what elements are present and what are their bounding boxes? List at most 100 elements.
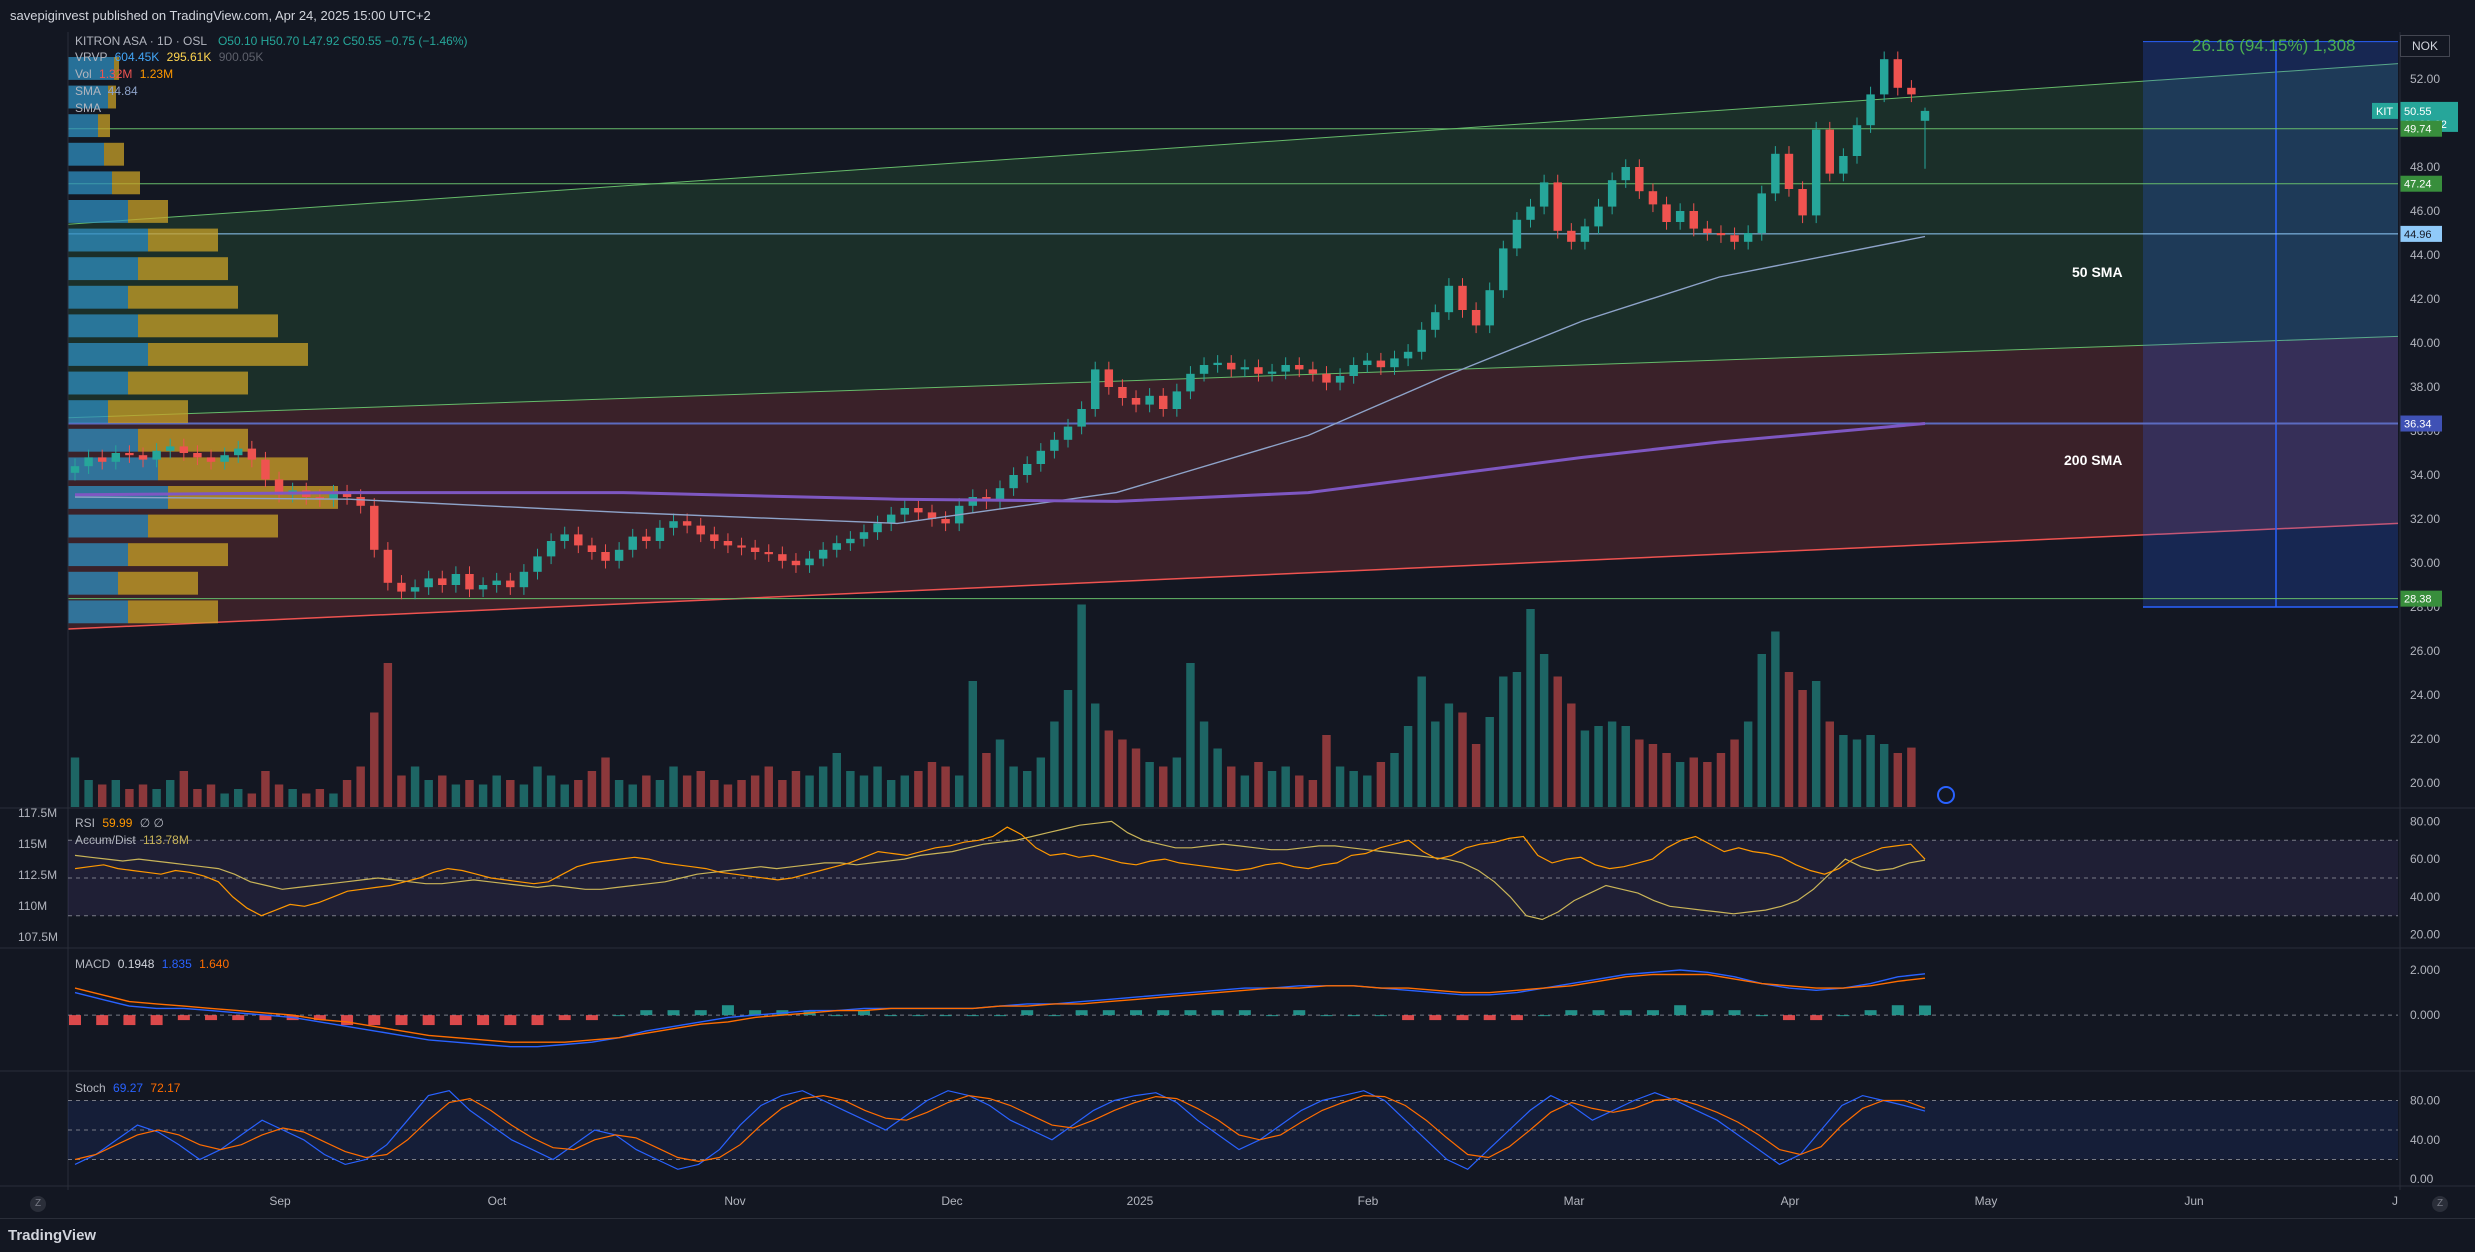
legend-ad[interactable]: Accum/Dist 113.78M bbox=[75, 833, 189, 847]
candle-body bbox=[1172, 391, 1182, 409]
volume-bar bbox=[1621, 726, 1630, 807]
rsi-axis-tick: 40.00 bbox=[2410, 890, 2440, 904]
candle-body bbox=[1308, 369, 1318, 374]
volume-bar bbox=[954, 775, 964, 807]
volume-bar bbox=[601, 757, 610, 807]
volume-bar bbox=[356, 766, 365, 807]
candle-body bbox=[519, 571, 529, 588]
legend-vol[interactable]: Vol 1.32M 1.23M bbox=[75, 67, 173, 81]
macd-axis-tick: 0.000 bbox=[2410, 1008, 2440, 1022]
candle-body bbox=[1036, 450, 1046, 464]
time-axis-label: Apr bbox=[1781, 1194, 1800, 1208]
legend-stoch[interactable]: Stoch 69.27 72.17 bbox=[75, 1081, 180, 1095]
macd-hist-bar bbox=[966, 1015, 979, 1017]
volume-bar bbox=[818, 766, 828, 807]
volume-bar bbox=[370, 712, 379, 807]
price-tag bbox=[2400, 415, 2442, 432]
candle-body bbox=[669, 521, 678, 528]
legend-macd[interactable]: MACD 0.1948 1.835 1.640 bbox=[75, 957, 229, 971]
candle-body bbox=[1839, 156, 1848, 174]
macd-hist-bar bbox=[96, 1015, 109, 1026]
volume-bar bbox=[1308, 780, 1318, 807]
volume-bar bbox=[560, 784, 569, 807]
legend-sma-200[interactable]: SMA bbox=[75, 101, 101, 115]
volume-bar bbox=[832, 753, 841, 807]
legend-stoch-k: 69.27 bbox=[113, 1081, 144, 1095]
volume-bar bbox=[1199, 721, 1209, 807]
price-tag bbox=[2400, 120, 2442, 137]
volume-bar bbox=[1349, 771, 1358, 807]
legend-symbol[interactable]: KITRON ASA · 1D · OSL O50.10 H50.70 L47.… bbox=[75, 34, 467, 48]
vrvp-down-bar bbox=[148, 514, 278, 538]
legend-rsi[interactable]: RSI 59.99 ∅ ∅ bbox=[75, 816, 164, 830]
tradingview-logo: TradingView bbox=[8, 1227, 97, 1244]
candle-body bbox=[1050, 439, 1059, 451]
vrvp-down-bar bbox=[108, 400, 188, 424]
candle-body bbox=[1254, 367, 1263, 374]
vrvp-down-bar bbox=[118, 571, 198, 595]
price-tag-last-value: 50.55 bbox=[2404, 106, 2432, 118]
candle-body bbox=[682, 521, 692, 526]
rsi-axis-tick: 60.00 bbox=[2410, 852, 2440, 866]
vrvp-down-bar bbox=[138, 314, 278, 338]
vrvp-down-bar bbox=[138, 257, 228, 281]
macd-hist-bar bbox=[1266, 1015, 1279, 1017]
volume-bar bbox=[805, 775, 814, 807]
rsi-axis-tick: 80.00 bbox=[2410, 814, 2440, 828]
vrvp-down-bar bbox=[148, 228, 218, 252]
macd-hist-bar bbox=[422, 1015, 435, 1026]
macd-hist-bar bbox=[885, 1015, 898, 1017]
macd-hist-bar bbox=[694, 1010, 707, 1016]
time-axis-label: Oct bbox=[488, 1194, 507, 1208]
volume-bar bbox=[1281, 766, 1290, 807]
volume-bar bbox=[1839, 735, 1848, 807]
macd-hist-bar bbox=[177, 1015, 190, 1021]
zoom-left-button[interactable]: Z bbox=[30, 1196, 46, 1212]
time-axis-label: Mar bbox=[1564, 1194, 1585, 1208]
macd-axis-tick: 2.000 bbox=[2410, 963, 2440, 977]
zoom-right-button[interactable]: Z bbox=[2432, 1196, 2448, 1212]
volume-bar bbox=[1063, 690, 1073, 807]
candle-body bbox=[1444, 285, 1454, 313]
legend-macd-signal: 1.640 bbox=[199, 957, 230, 971]
time-axis-label: 2025 bbox=[1127, 1194, 1154, 1208]
macd-hist-bar bbox=[259, 1015, 272, 1021]
candle-body bbox=[166, 446, 175, 451]
vrvp-down-bar bbox=[128, 285, 238, 309]
volume-bar bbox=[1104, 730, 1114, 807]
sma-50-line bbox=[74, 235, 1926, 525]
candle-body bbox=[846, 538, 855, 544]
volume-bar bbox=[968, 681, 978, 807]
legend-sma-50[interactable]: SMA 44.84 bbox=[75, 84, 138, 98]
volume-bar bbox=[669, 766, 678, 807]
volume-bar bbox=[1607, 721, 1617, 807]
volume-bar bbox=[1553, 676, 1562, 807]
ad-axis-tick: 107.5M bbox=[18, 930, 58, 944]
candle-body bbox=[1390, 358, 1399, 368]
candle-body bbox=[655, 527, 665, 541]
volume-bar bbox=[1091, 703, 1100, 807]
price-tag-value: 28.38 bbox=[2404, 594, 2432, 606]
candle-body bbox=[1104, 369, 1114, 387]
volume-bar bbox=[1689, 757, 1698, 807]
vrvp-down-bar bbox=[128, 371, 248, 395]
macd-hist-bar bbox=[1048, 1015, 1061, 1017]
volume-bar bbox=[614, 780, 624, 807]
volume-bar bbox=[247, 793, 257, 807]
candle-body bbox=[1716, 233, 1726, 236]
channel-bottom-line bbox=[67, 522, 2399, 630]
candle-body bbox=[315, 497, 325, 500]
price-axis-tick: 20.00 bbox=[2410, 776, 2440, 790]
macd-hist-bar bbox=[1701, 1010, 1714, 1016]
candle-body bbox=[1295, 365, 1304, 370]
candle-body bbox=[1281, 365, 1290, 372]
volume-bar bbox=[1907, 747, 1916, 807]
price-tag-value: 36.34 bbox=[2404, 419, 2432, 431]
currency-button[interactable]: NOK bbox=[2400, 35, 2450, 57]
volume-bar bbox=[152, 789, 161, 807]
ad-axis-tick: 112.5M bbox=[18, 868, 57, 882]
candle-body bbox=[1798, 189, 1807, 216]
candle-body bbox=[1648, 191, 1658, 205]
legend-vrvp[interactable]: VRVP 604.45K 295.61K 900.05K bbox=[75, 50, 263, 64]
